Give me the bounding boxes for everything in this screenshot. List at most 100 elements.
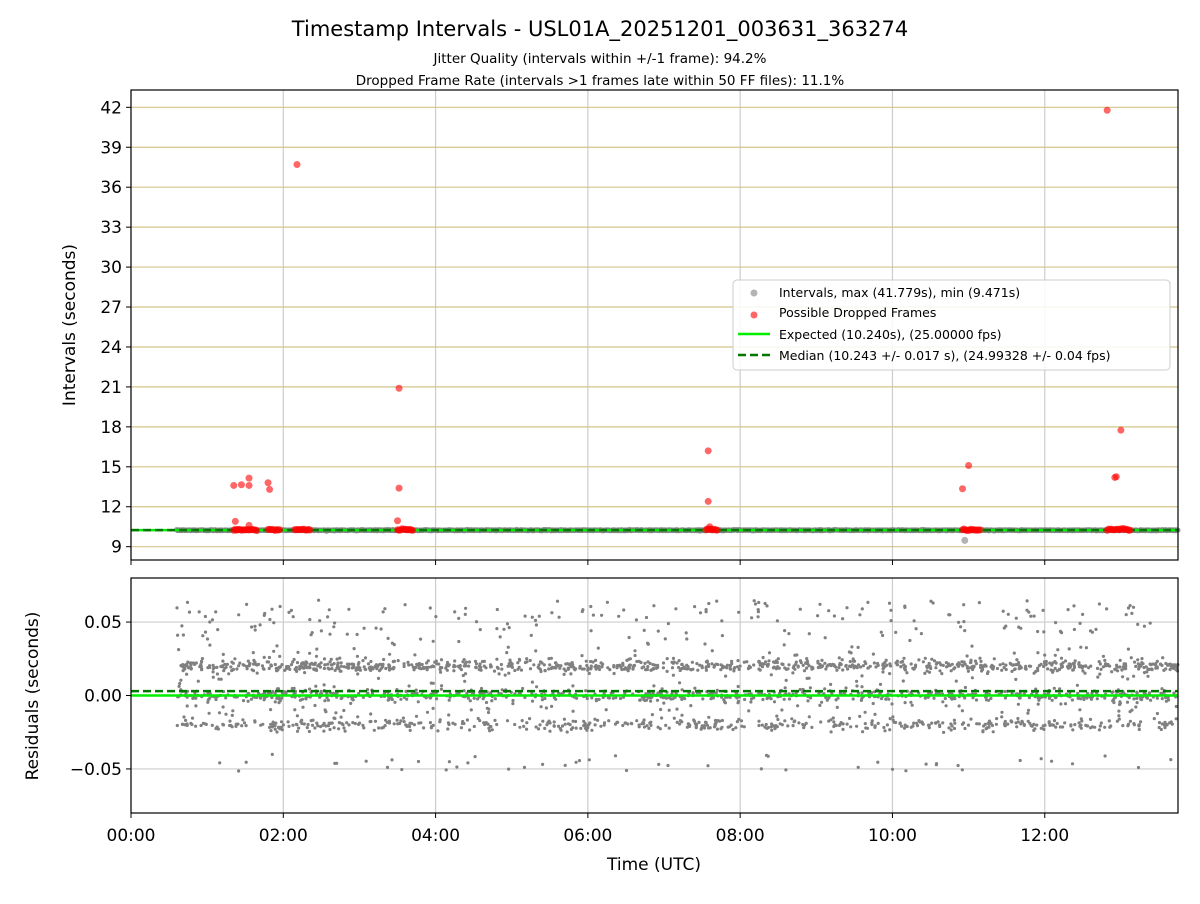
residual-point — [541, 763, 544, 766]
residual-point — [1032, 723, 1035, 726]
residual-point — [729, 664, 732, 667]
residual-point — [403, 662, 406, 665]
residual-point — [1073, 664, 1076, 667]
residual-point — [1120, 668, 1123, 671]
residual-point — [840, 663, 843, 666]
residual-point — [595, 698, 598, 701]
residual-point — [664, 637, 667, 640]
residual-point — [706, 764, 709, 767]
residual-point — [308, 618, 311, 621]
residual-point — [1048, 721, 1051, 724]
residual-point — [346, 633, 349, 636]
residual-point — [268, 656, 271, 659]
residual-point — [194, 725, 197, 728]
y-tick-label: 21 — [100, 378, 122, 398]
residual-point — [1024, 667, 1027, 670]
residual-point — [959, 625, 962, 628]
residual-point — [1054, 726, 1057, 729]
residual-point — [1015, 725, 1018, 728]
residual-point — [880, 631, 883, 634]
residual-point — [268, 726, 271, 729]
residual-point — [1098, 673, 1101, 676]
residual-point — [363, 627, 366, 630]
residual-point — [397, 659, 400, 662]
residual-point — [297, 727, 300, 730]
residual-point — [762, 656, 765, 659]
residual-point — [887, 698, 890, 701]
residual-point — [971, 676, 974, 679]
residual-point — [538, 667, 541, 670]
residual-point — [1059, 630, 1062, 633]
residual-point — [417, 722, 420, 725]
residual-point — [902, 657, 905, 660]
residual-point — [1019, 696, 1022, 699]
residual-point — [1032, 729, 1035, 732]
residual-point — [418, 665, 421, 668]
residual-point — [356, 715, 359, 718]
residual-point — [633, 649, 636, 652]
residual-point — [417, 700, 420, 703]
residual-point — [230, 661, 233, 664]
residual-point — [836, 706, 839, 709]
residual-point — [731, 728, 734, 731]
residual-point — [356, 633, 359, 636]
residual-point — [487, 723, 490, 726]
residual-point — [1134, 665, 1137, 668]
residual-point — [287, 611, 290, 614]
residual-point — [620, 668, 623, 671]
residual-point — [1141, 662, 1144, 665]
residual-point — [891, 715, 894, 718]
residual-point — [275, 667, 278, 670]
residual-point — [417, 760, 420, 763]
residual-point — [480, 669, 483, 672]
residual-point — [787, 632, 790, 635]
residual-point — [493, 670, 496, 673]
residual-point — [823, 662, 826, 665]
residual-point — [981, 664, 984, 667]
residual-point — [186, 722, 189, 725]
residual-point — [191, 697, 194, 700]
residual-point — [571, 684, 574, 687]
residual-point — [287, 720, 290, 723]
residual-point — [953, 722, 956, 725]
residual-point — [1165, 723, 1168, 726]
residual-point — [1118, 665, 1121, 668]
residual-point — [522, 725, 525, 728]
residual-point — [178, 685, 181, 688]
residual-point — [233, 657, 236, 660]
residual-point — [912, 722, 915, 725]
residual-point — [470, 708, 473, 711]
residual-point — [508, 626, 511, 629]
residual-point — [916, 724, 919, 727]
residual-point — [1139, 720, 1142, 723]
residual-point — [586, 666, 589, 669]
residual-point — [214, 610, 217, 613]
residual-point — [588, 758, 591, 761]
residual-point — [463, 664, 466, 667]
residual-point — [1037, 703, 1040, 706]
residual-point — [224, 713, 227, 716]
residual-point — [646, 642, 649, 645]
residual-point — [201, 657, 204, 660]
residual-point — [726, 664, 729, 667]
residual-point — [440, 688, 443, 691]
residual-point — [1167, 698, 1170, 701]
residual-point — [556, 600, 559, 603]
residual-point — [530, 634, 533, 637]
residual-point — [835, 669, 838, 672]
residual-point — [558, 667, 561, 670]
residual-point — [333, 685, 336, 688]
residual-point — [600, 665, 603, 668]
residual-point — [1017, 661, 1020, 664]
residual-point — [913, 619, 916, 622]
residual-point — [440, 658, 443, 661]
residual-point — [796, 704, 799, 707]
residual-point — [422, 726, 425, 729]
residual-point — [803, 669, 806, 672]
residual-point — [375, 627, 378, 630]
residual-point — [1053, 719, 1056, 722]
residual-point — [1028, 722, 1031, 725]
residual-point — [189, 664, 192, 667]
residual-point — [858, 613, 861, 616]
residual-point — [580, 654, 583, 657]
